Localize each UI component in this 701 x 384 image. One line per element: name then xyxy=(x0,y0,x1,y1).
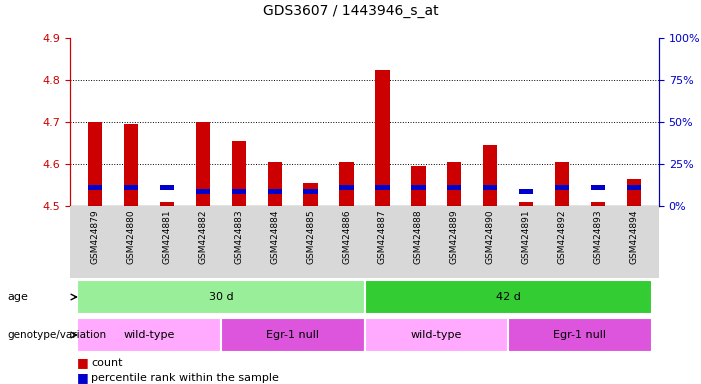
Text: 30 d: 30 d xyxy=(209,292,233,302)
Bar xyxy=(447,162,461,206)
Bar xyxy=(627,179,641,206)
Bar xyxy=(519,202,533,206)
Bar xyxy=(447,185,461,190)
Bar xyxy=(77,318,221,352)
Bar xyxy=(554,185,569,190)
Bar xyxy=(268,189,282,194)
Text: GSM424884: GSM424884 xyxy=(271,210,279,264)
Bar xyxy=(124,124,138,206)
Bar xyxy=(160,185,175,190)
Text: ■: ■ xyxy=(77,356,89,369)
Bar xyxy=(483,185,498,190)
Bar xyxy=(411,166,426,206)
Text: GDS3607 / 1443946_s_at: GDS3607 / 1443946_s_at xyxy=(263,4,438,18)
Bar xyxy=(304,189,318,194)
Text: GSM424891: GSM424891 xyxy=(522,210,531,264)
Text: GSM424879: GSM424879 xyxy=(90,210,100,264)
Bar xyxy=(375,70,390,206)
Text: GSM424883: GSM424883 xyxy=(234,210,243,264)
Text: GSM424885: GSM424885 xyxy=(306,210,315,264)
Text: GSM424890: GSM424890 xyxy=(486,210,495,264)
Text: GSM424888: GSM424888 xyxy=(414,210,423,264)
Bar xyxy=(77,280,365,314)
Text: count: count xyxy=(91,358,123,367)
Text: GSM424889: GSM424889 xyxy=(450,210,458,264)
Bar xyxy=(591,185,605,190)
Text: GSM424880: GSM424880 xyxy=(127,210,135,264)
Text: wild-type: wild-type xyxy=(123,330,175,340)
Text: 42 d: 42 d xyxy=(496,292,521,302)
Text: GSM424887: GSM424887 xyxy=(378,210,387,264)
Bar xyxy=(160,202,175,206)
Text: GSM424882: GSM424882 xyxy=(198,210,207,264)
Bar xyxy=(627,185,641,190)
Bar xyxy=(304,183,318,206)
Bar xyxy=(411,185,426,190)
Bar xyxy=(375,185,390,190)
Text: percentile rank within the sample: percentile rank within the sample xyxy=(91,372,279,382)
Bar xyxy=(365,280,652,314)
Bar xyxy=(508,318,652,352)
Text: genotype/variation: genotype/variation xyxy=(7,330,106,340)
Text: age: age xyxy=(7,292,28,302)
Bar xyxy=(231,189,246,194)
Text: wild-type: wild-type xyxy=(411,330,462,340)
Text: GSM424893: GSM424893 xyxy=(594,210,602,264)
Text: ■: ■ xyxy=(77,371,89,384)
Text: Egr-1 null: Egr-1 null xyxy=(554,330,606,340)
Bar xyxy=(268,162,282,206)
Text: GSM424894: GSM424894 xyxy=(629,210,639,264)
Bar xyxy=(231,141,246,206)
Bar xyxy=(221,318,365,352)
Bar xyxy=(591,202,605,206)
Bar xyxy=(554,162,569,206)
Bar xyxy=(339,185,354,190)
Bar xyxy=(483,145,498,206)
Bar xyxy=(196,122,210,206)
Bar xyxy=(196,189,210,194)
Bar xyxy=(88,122,102,206)
Bar xyxy=(124,185,138,190)
Bar xyxy=(88,185,102,190)
Text: GSM424886: GSM424886 xyxy=(342,210,351,264)
Bar xyxy=(365,318,508,352)
Bar xyxy=(339,162,354,206)
Text: Egr-1 null: Egr-1 null xyxy=(266,330,319,340)
Text: GSM424881: GSM424881 xyxy=(163,210,172,264)
Text: GSM424892: GSM424892 xyxy=(557,210,566,264)
Bar xyxy=(519,189,533,194)
